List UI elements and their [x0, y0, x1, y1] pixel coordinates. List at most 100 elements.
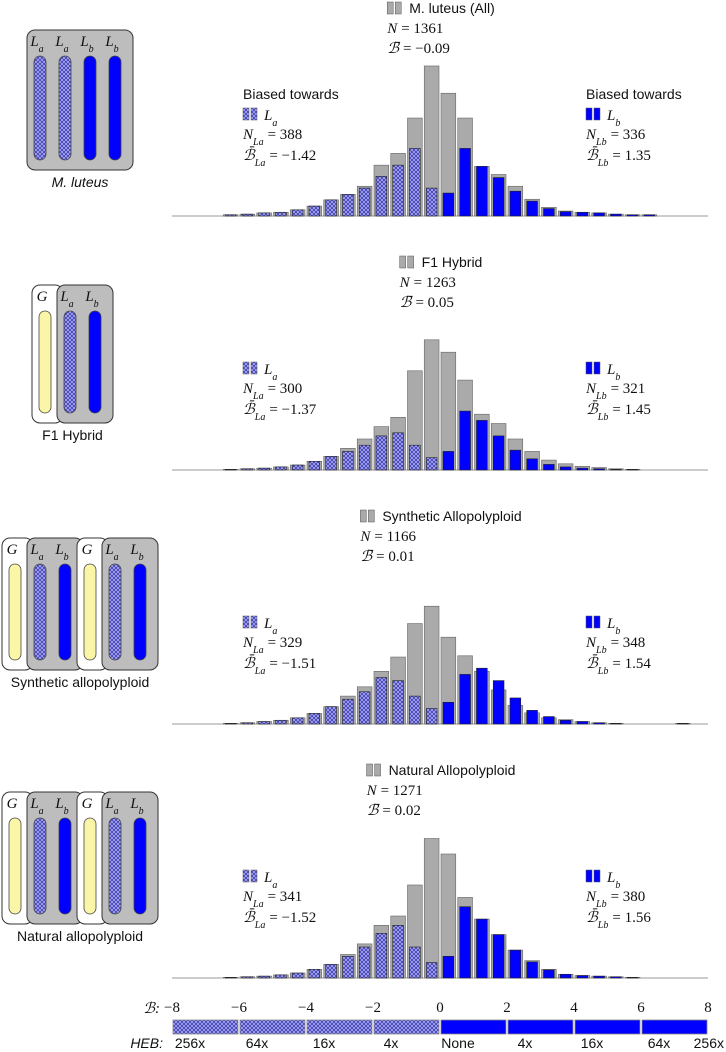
group-stat: NLa = 300: [242, 381, 302, 402]
group-stat-part: = 1.45: [612, 402, 650, 418]
group-stat-part: Lb: [597, 920, 609, 931]
group-stat-part: N: [585, 635, 597, 651]
chromosome: [83, 563, 97, 661]
legend-label-part: L: [606, 870, 615, 886]
biased-bar: [492, 435, 505, 471]
biased-bar: [275, 211, 287, 217]
rod-label-part: a: [114, 552, 119, 563]
biased-bar: [224, 469, 237, 471]
biased-bar: [626, 469, 639, 471]
biased-bar: [442, 955, 455, 979]
panel-stat-part: N: [399, 275, 411, 291]
biased-bar: [224, 214, 237, 217]
diagram-caption: F1 Hybrid: [42, 427, 103, 443]
biased-bar: [610, 723, 622, 725]
rod-label: La: [59, 289, 73, 310]
x-tick-label: 2: [503, 1000, 511, 1016]
biased-bar: [610, 976, 622, 979]
legend-icon: [394, 1, 402, 15]
rod-label: Lb: [129, 542, 143, 563]
chromosome: [83, 817, 97, 915]
group-stat-part: = 388: [268, 127, 303, 143]
biased-bar: [442, 701, 455, 725]
group-stat: ℬ̄Lb = 1.56: [586, 907, 651, 930]
group-note: Biased towards: [586, 86, 682, 102]
axis-label: ℬ:: [143, 1001, 160, 1017]
group-stat: ℬ̄La = −1.42: [243, 145, 316, 168]
biased-bar: [258, 721, 270, 725]
group-stat-part: La: [252, 645, 264, 656]
rod-label: La: [104, 542, 118, 563]
biased-bar: [258, 467, 270, 471]
legend-label-part: b: [615, 118, 620, 129]
biased-bar: [543, 716, 555, 725]
rod-label: G: [37, 289, 48, 305]
biased-bar: [291, 717, 304, 725]
biased-bar: [677, 723, 689, 725]
biased-bar: [559, 973, 572, 979]
chromosome: [38, 310, 52, 414]
rod-label: G: [7, 796, 18, 812]
biased-bar: [275, 466, 287, 471]
legend-icon: [250, 869, 258, 883]
rod-label-part: L: [54, 796, 63, 812]
legend-label-part: a: [272, 626, 277, 637]
legend-icon: [250, 361, 258, 375]
chromosome: [33, 563, 47, 661]
biased-bar: [375, 435, 388, 471]
group-stat-part: La: [252, 391, 264, 402]
biased-bar: [275, 974, 287, 979]
group-stat: ℬ̄Lb = 1.45: [586, 399, 651, 422]
group-stat-part: La: [254, 666, 266, 677]
rod-label-part: b: [64, 552, 69, 563]
biased-bar: [241, 976, 254, 979]
biased-bar: [308, 461, 321, 471]
biased-bar: [526, 961, 538, 979]
biased-bar: [559, 466, 572, 471]
biased-bar: [543, 969, 555, 979]
rod-label: Lb: [84, 289, 98, 310]
group-stat-part: Lb: [595, 391, 607, 402]
chromosome: [58, 563, 72, 661]
biased-bar: [358, 691, 371, 725]
legend-label-part: L: [263, 362, 272, 378]
legend-label: La: [263, 108, 277, 129]
legend-icon: [366, 763, 373, 777]
rod-label-part: b: [139, 806, 144, 817]
chromosome: [8, 817, 22, 915]
legend-label-part: a: [272, 372, 277, 383]
rod-label-part: a: [39, 806, 44, 817]
rod-label-part: L: [59, 289, 68, 305]
biased-bar: [241, 468, 254, 471]
biased-bar: [325, 964, 337, 979]
group-stat-part: = 329: [268, 635, 303, 651]
panel-stat-part: ℬ̄: [360, 549, 374, 565]
total-bar: [423, 605, 440, 725]
heb-segment: [172, 1019, 239, 1035]
group-stat-part: N: [585, 127, 597, 143]
biased-bar: [610, 469, 622, 471]
group-stat-part: La: [254, 412, 266, 423]
heb-tick-label: 256x: [694, 1035, 724, 1051]
group-stat-part: Lb: [595, 645, 607, 656]
legend-label-part: L: [263, 108, 272, 124]
group-stat-part: ℬ̄: [243, 653, 256, 672]
chromosome: [108, 55, 122, 161]
biased-bar: [576, 467, 589, 471]
biased-bar: [409, 695, 421, 725]
chromosome: [88, 310, 102, 414]
biased-bar: [325, 199, 337, 217]
biased-bar: [409, 444, 421, 471]
legend-label: La: [263, 616, 277, 637]
biased-bar: [375, 933, 388, 979]
x-tick-label: 8: [704, 1000, 712, 1016]
rod-label: Lb: [54, 542, 68, 563]
biased-bar: [492, 934, 505, 979]
rod-label-part: L: [79, 34, 88, 50]
heb-tick-label: 64x: [648, 1035, 671, 1051]
legend-label-part: b: [615, 880, 620, 891]
legend-icon: [399, 255, 406, 269]
biased-bar: [576, 721, 589, 725]
biased-bar: [325, 706, 337, 725]
group-stat: ℬ̄La = −1.37: [243, 399, 317, 422]
